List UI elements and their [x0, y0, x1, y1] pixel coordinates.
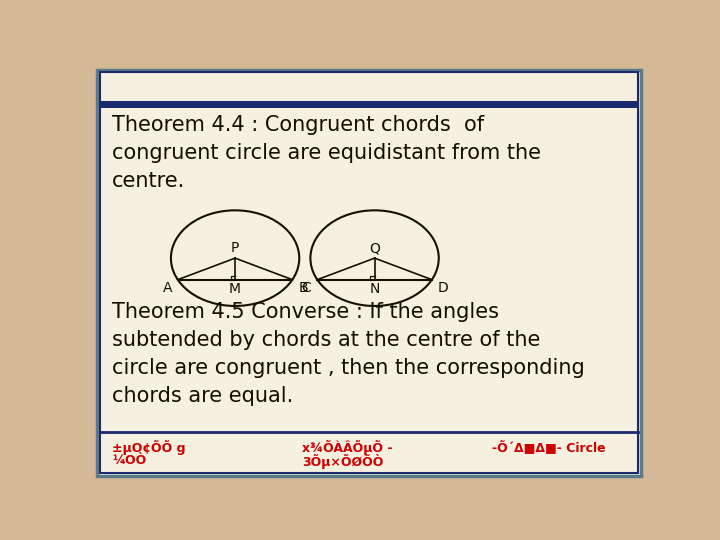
Text: B: B: [298, 281, 308, 295]
Text: M: M: [229, 282, 241, 296]
Bar: [100, 101, 638, 109]
Text: ±µO¢ÕÕ g: ±µO¢ÕÕ g: [112, 440, 186, 455]
Text: A: A: [163, 281, 172, 295]
Text: N: N: [369, 282, 379, 296]
Text: P: P: [231, 241, 239, 255]
Text: Theorem 4.5 Converse : If the angles
subtended by chords at the centre of the
ci: Theorem 4.5 Converse : If the angles sub…: [112, 302, 585, 406]
Text: ­Õ´Δ■Δ■- Circle: ­Õ´Δ■Δ■- Circle: [492, 440, 606, 454]
Text: 3Õµ×ÕØÕÒ: 3Õµ×ÕØÕÒ: [302, 454, 384, 469]
Text: D: D: [438, 281, 449, 295]
Text: Q: Q: [369, 241, 380, 255]
Text: x¾ÕÀÂÕµÕ -: x¾ÕÀÂÕµÕ -: [302, 440, 392, 455]
Text: Theorem 4.4 : Congruent chords  of
congruent circle are equidistant from the
cen: Theorem 4.4 : Congruent chords of congru…: [112, 114, 541, 191]
Text: C: C: [302, 281, 312, 295]
Text: ¼OÒ: ¼OÒ: [112, 454, 147, 467]
